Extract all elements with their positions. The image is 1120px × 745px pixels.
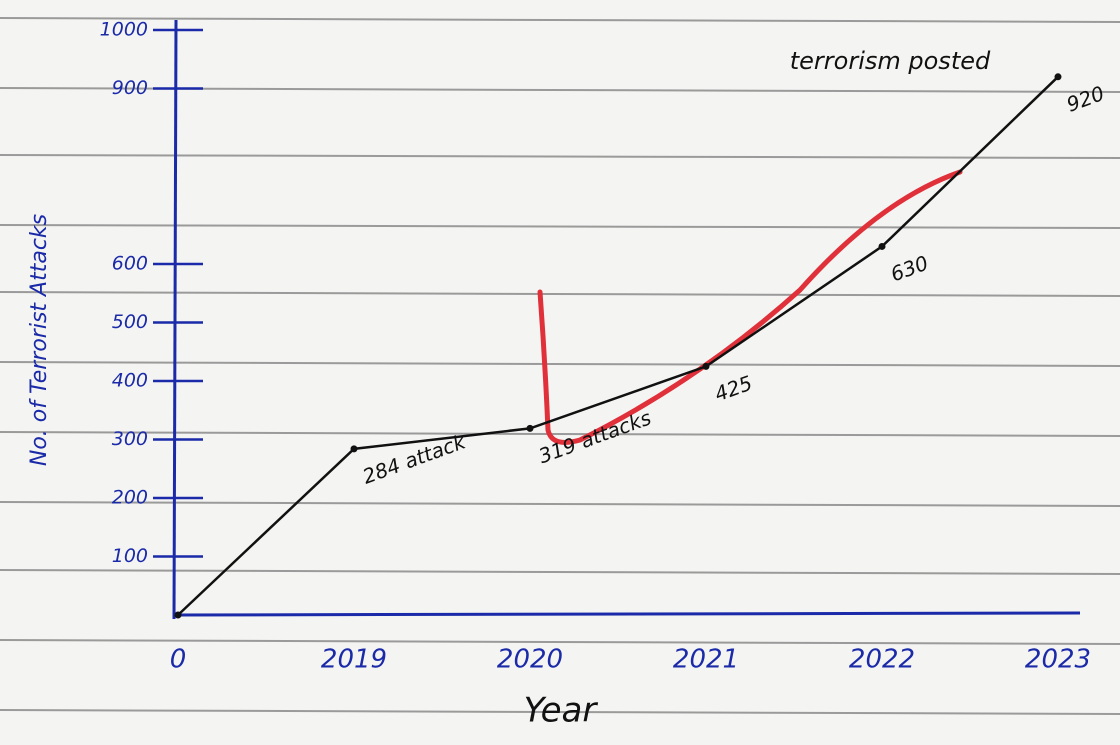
x-tick-label: 2023 [1025, 645, 1091, 675]
data-point [526, 424, 534, 432]
x-axis [173, 611, 1081, 617]
annotation: terrorism posted [790, 47, 991, 75]
x-tick-label: 2019 [321, 645, 387, 675]
y-tick-label: 300 [112, 428, 148, 450]
data-label: 425 [711, 371, 755, 407]
data-point [350, 445, 358, 453]
data-point [1054, 73, 1062, 81]
data-label: 920 [1063, 81, 1107, 117]
data-line [177, 75, 1059, 616]
paper-lines [0, 17, 1120, 715]
x-axis-label: Year [524, 691, 599, 731]
data-point [878, 242, 886, 250]
x-tick-label: 2020 [497, 645, 563, 675]
y-tick-label: 1000 [100, 19, 148, 41]
teacher-check [537, 169, 963, 445]
y-tick-label: 600 [112, 253, 148, 275]
data-point [702, 362, 710, 370]
data-label: 284 attack [359, 429, 469, 489]
y-tick-label: 500 [112, 311, 148, 333]
y-axis [172, 19, 178, 620]
data-point [174, 611, 182, 619]
y-axis-label: No. of Terrorist Attacks [27, 214, 52, 466]
x-tick-label: 2021 [673, 645, 739, 675]
x-tick-label: 2022 [849, 645, 915, 675]
y-tick-label: 100 [112, 545, 148, 567]
y-tick-label: 200 [112, 487, 148, 509]
y-tick-label: 400 [112, 370, 148, 392]
y-tick-label: 900 [112, 77, 148, 99]
data-label: 630 [887, 251, 931, 287]
x-tick-label: 0 [170, 645, 187, 675]
